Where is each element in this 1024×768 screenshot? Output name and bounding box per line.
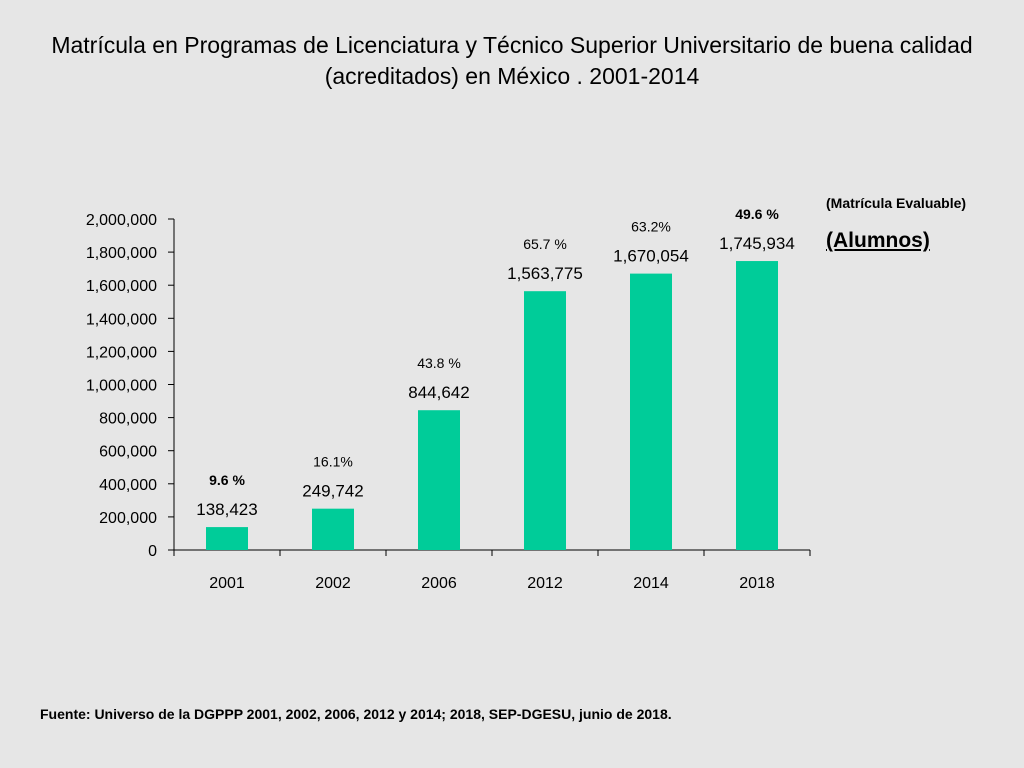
chart-title-line-2: (acreditados) en México . 2001-2014: [324, 63, 700, 89]
y-tick-label: 1,600,000: [86, 278, 157, 295]
source-note: Fuente: Universo de la DGPPP 2001, 2002,…: [40, 706, 672, 722]
value-label-2014: 1,670,054: [613, 247, 689, 266]
y-tick-label: 0: [148, 543, 157, 560]
bar-2001: [206, 527, 248, 550]
value-label-2006: 844,642: [408, 383, 469, 402]
y-tick-label: 800,000: [99, 411, 157, 428]
x-axis: 2001 2002 2006 2012 2014 2018: [173, 549, 811, 592]
y-tick-label: 400,000: [99, 477, 157, 494]
percent-label-2014: 63.2%: [631, 219, 671, 235]
bar-2006: [418, 410, 460, 550]
x-tick-label: 2006: [421, 575, 457, 592]
x-tick-label: 2018: [739, 575, 775, 592]
percent-label-2012: 65.7 %: [523, 236, 567, 252]
percent-label-2001: 9.6 %: [209, 472, 245, 488]
unit-label: (Alumnos): [826, 229, 930, 252]
bar-2018: [736, 261, 778, 550]
bar-2014: [630, 273, 672, 550]
percent-label-2006: 43.8 %: [417, 355, 461, 371]
y-tick-label: 1,200,000: [86, 344, 157, 361]
x-tick-label: 2014: [633, 575, 669, 592]
bar-2002: [312, 508, 354, 550]
x-tick-label: 2002: [315, 575, 351, 592]
y-tick-label: 2,000,000: [86, 212, 157, 229]
value-label-2012: 1,563,775: [507, 264, 583, 283]
y-tick-label: 200,000: [99, 510, 157, 527]
bars: [206, 261, 778, 550]
value-label-2018: 1,745,934: [719, 234, 795, 253]
y-axis: 0 200,000 400,000 600,000 800,000 1,000,000 1,…: [86, 212, 175, 560]
y-tick-label: 1,800,000: [86, 245, 157, 262]
chart-title: Matrícula en Programas de Licenciatura y…: [0, 30, 1024, 92]
evaluable-enrollment-note: (Matrícula Evaluable): [826, 195, 967, 211]
y-tick-label: 1,400,000: [86, 311, 157, 328]
y-tick-label: 600,000: [99, 444, 157, 461]
bar-labels: 138,423 9.6 % 249,742 16.1% 844,642 43.8 % 1,5…: [196, 206, 795, 519]
value-label-2001: 138,423: [196, 500, 257, 519]
x-tick-label: 2001: [209, 575, 245, 592]
percent-label-2018: 49.6 %: [735, 206, 779, 222]
x-tick-label: 2012: [527, 575, 563, 592]
bar-2012: [524, 291, 566, 550]
percent-label-2002: 16.1%: [313, 454, 353, 470]
value-label-2002: 249,742: [302, 482, 363, 501]
chart-title-line-1: Matrícula en Programas de Licenciatura y…: [51, 32, 973, 58]
y-tick-label: 1,000,000: [86, 378, 157, 395]
